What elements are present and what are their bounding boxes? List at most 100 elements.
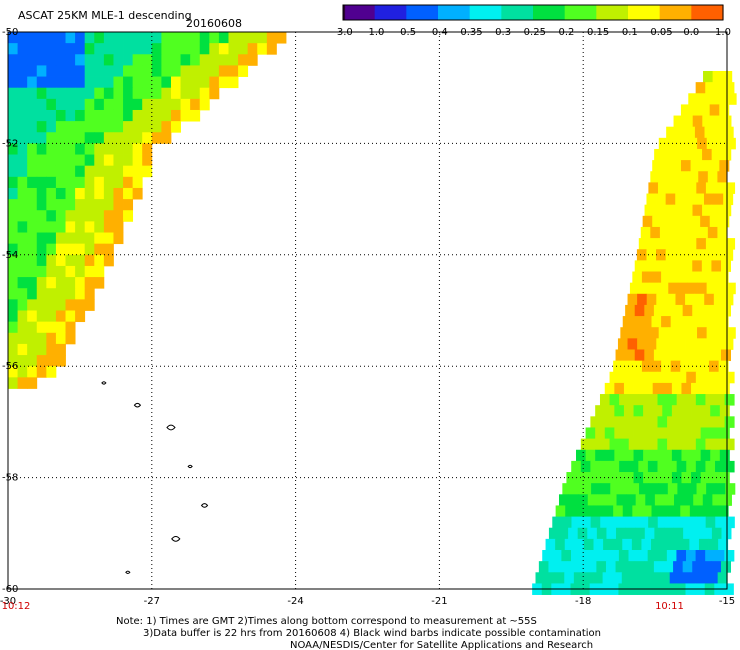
colorbar-segment [446, 5, 450, 20]
wind-cell [718, 360, 729, 373]
wind-cell [619, 416, 630, 428]
island-outline [187, 464, 193, 469]
colorbar-segment [636, 5, 640, 20]
wind-cell [661, 505, 672, 517]
wind-cell [170, 98, 181, 111]
wind-cell [710, 427, 721, 440]
wind-cell [84, 32, 95, 44]
wind-cell [84, 54, 95, 66]
wind-cell [103, 199, 114, 211]
wind-cell [657, 394, 668, 406]
wind-cell [690, 215, 701, 228]
wind-cell [55, 154, 66, 167]
wind-cell [633, 472, 644, 484]
wind-cell [677, 182, 688, 194]
colorbar-segment [697, 5, 701, 20]
wind-cell [673, 349, 684, 362]
wind-cell [199, 32, 210, 44]
wind-cell [696, 182, 707, 194]
wind-cell [568, 494, 579, 506]
wind-cell [65, 109, 76, 122]
wind-cell [8, 154, 18, 167]
wind-cell [55, 76, 66, 89]
wind-cell [113, 65, 124, 77]
wind-cell [75, 109, 86, 122]
wind-cell [619, 371, 630, 384]
wind-cell [65, 32, 76, 44]
wind-cell [27, 76, 38, 89]
wind-cell [65, 54, 76, 66]
wind-cell [692, 304, 703, 317]
wind-cell [75, 265, 86, 278]
wind-cell [723, 293, 734, 306]
wind-cell [685, 338, 696, 350]
wind-cell [648, 516, 659, 529]
plot-area [7, 31, 737, 595]
colorbar-segment [644, 5, 648, 20]
wind-cell [635, 527, 646, 540]
wind-cell [682, 304, 693, 317]
wind-cell [55, 355, 66, 367]
wind-cell [218, 65, 229, 77]
time-label: 10:11 [655, 601, 684, 612]
colorbar-segment [528, 5, 532, 20]
wind-cell [670, 316, 681, 328]
wind-cell [17, 355, 28, 367]
wind-cell [55, 32, 66, 44]
wind-cell [199, 87, 210, 100]
wind-cell [680, 104, 691, 116]
colorbar-segment [602, 5, 606, 20]
wind-cell [75, 176, 86, 189]
wind-cell [103, 32, 114, 44]
colorbar-segment [414, 5, 418, 20]
wind-cell [644, 527, 655, 540]
wind-cell [718, 316, 729, 328]
wind-cell [27, 43, 38, 55]
colorbar-segment [383, 5, 386, 20]
wind-cell [705, 82, 716, 94]
wind-cell [715, 516, 726, 529]
wind-cell [696, 516, 707, 529]
wind-cell [638, 371, 649, 384]
wind-cell [17, 243, 28, 256]
wind-cell [65, 199, 76, 211]
wind-cell [123, 176, 134, 189]
wind-cell [209, 43, 220, 55]
wind-cell [36, 243, 47, 256]
colorbar-segment [530, 5, 534, 20]
wind-cell [668, 282, 679, 295]
wind-cell [27, 154, 38, 167]
wind-cell [55, 132, 66, 144]
wind-cell [151, 132, 162, 144]
wind-cell [142, 87, 153, 100]
wind-cell [725, 282, 736, 295]
wind-cell [8, 210, 18, 222]
wind-cell [682, 148, 693, 161]
wind-cell [692, 527, 703, 540]
wind-cell [695, 416, 706, 428]
wind-cell [36, 176, 47, 189]
wind-cell [132, 165, 143, 178]
colorbar-segment [617, 5, 621, 20]
wind-cell [27, 199, 38, 211]
colorbar-segment [672, 5, 676, 20]
colorbar-segment [668, 5, 671, 20]
colorbar-segment [632, 5, 635, 20]
wind-cell [617, 338, 628, 350]
wind-cell [17, 343, 28, 356]
wind-cell [55, 65, 66, 77]
time-label: 10:12 [2, 601, 31, 612]
colorbar-segment [385, 5, 388, 20]
wind-cell [638, 550, 649, 562]
wind-cell [170, 54, 181, 66]
wind-cell [84, 132, 95, 144]
colorbar-segment [406, 5, 410, 20]
wind-cell [17, 277, 28, 289]
wind-cell [705, 394, 716, 406]
wind-cell [585, 472, 596, 484]
wind-cell [84, 143, 95, 155]
wind-cell [142, 121, 153, 133]
colorbar-segment [427, 5, 431, 20]
wind-cell [27, 321, 38, 334]
wind-cell [698, 572, 709, 584]
